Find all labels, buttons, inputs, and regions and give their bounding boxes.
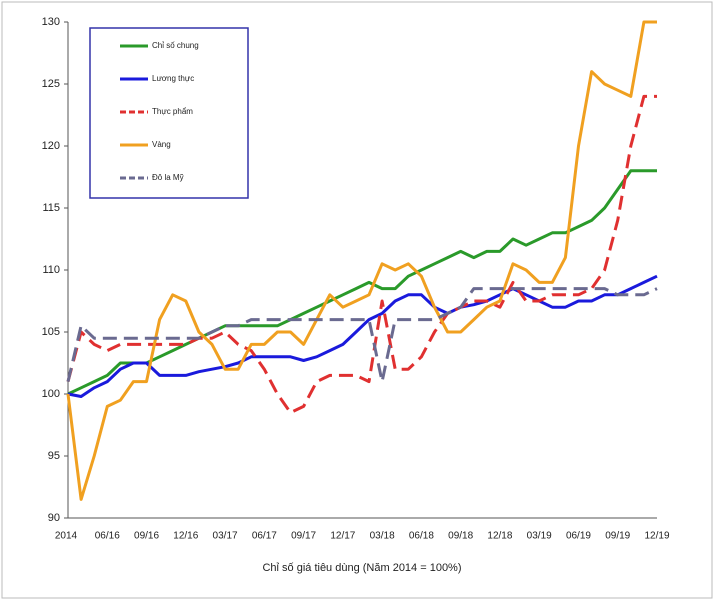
y-tick-label: 120 xyxy=(42,140,60,152)
x-tick-label: 09/17 xyxy=(291,531,316,542)
x-tick-label: 09/16 xyxy=(134,531,159,542)
y-tick-label: 100 xyxy=(42,388,60,400)
y-tick-label: 130 xyxy=(42,16,60,28)
series-line xyxy=(67,169,657,396)
series-line xyxy=(67,274,658,398)
x-tick-label: 09/18 xyxy=(448,531,473,542)
x-tick-label: 06/16 xyxy=(95,531,120,542)
legend-label: Đô la Mỹ xyxy=(152,173,184,182)
y-tick-label: 125 xyxy=(42,78,60,90)
legend-box xyxy=(89,27,249,199)
x-tick-label: 12/16 xyxy=(173,531,198,542)
x-tick-label: 12/18 xyxy=(487,531,512,542)
y-tick-label: 95 xyxy=(48,450,60,462)
series-line xyxy=(66,20,657,501)
y-tick-label: 115 xyxy=(42,202,60,214)
x-tick-label: 2014 xyxy=(55,531,78,542)
x-tick-label: 12/17 xyxy=(330,531,355,542)
x-tick-label: 12/19 xyxy=(644,531,669,542)
x-tick-label: 03/19 xyxy=(527,531,552,542)
x-tick-label: 06/18 xyxy=(409,531,434,542)
x-tick-label: 09/19 xyxy=(605,531,630,542)
series-line xyxy=(66,287,658,384)
y-tick-label: 90 xyxy=(48,512,60,524)
legend-label: Chỉ số chung xyxy=(152,41,199,50)
legend-label: Vàng xyxy=(152,140,171,149)
legend-label: Lương thực xyxy=(152,74,194,83)
y-tick-label: 110 xyxy=(42,264,60,276)
x-tick-label: 06/19 xyxy=(566,531,591,542)
y-tick-label: 105 xyxy=(42,326,60,338)
series-line xyxy=(66,94,657,415)
x-tick-label: 03/17 xyxy=(213,531,238,542)
x-tick-label: 06/17 xyxy=(252,531,277,542)
x-tick-label: 03/18 xyxy=(370,531,395,542)
x-axis-title: Chỉ số giá tiêu dùng (Năm 2014 = 100%) xyxy=(262,562,461,574)
legend-label: Thực phẩm xyxy=(152,107,193,116)
